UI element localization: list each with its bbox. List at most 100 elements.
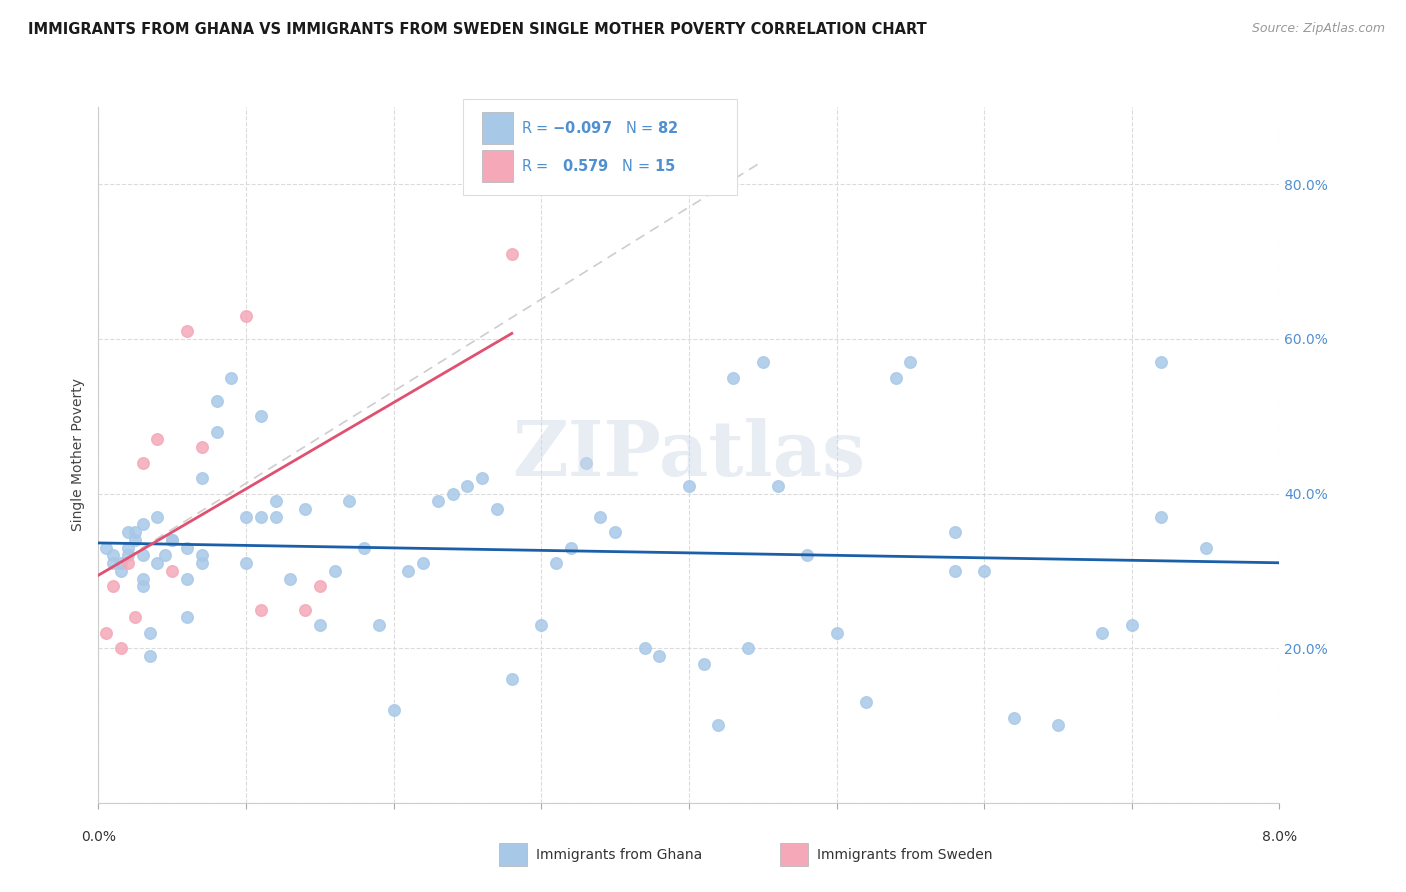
Point [132,456,155,470]
Point [294,502,316,516]
Point [132,549,155,563]
Point [205,393,228,408]
Point [264,509,287,524]
Point [943,525,966,540]
Text: 8.0%: 8.0% [1263,830,1296,844]
Text: R =   $\mathbf{0.579}$   N = $\mathbf{15}$: R = $\mathbf{0.579}$ N = $\mathbf{15}$ [522,158,675,174]
Text: Source: ZipAtlas.com: Source: ZipAtlas.com [1251,22,1385,36]
Point [1150,355,1173,369]
Point [124,533,146,547]
Point [1150,509,1173,524]
Point [117,525,139,540]
Point [766,479,789,493]
Point [250,409,273,424]
Point [103,579,125,593]
Point [191,440,214,454]
Point [337,494,360,508]
Point [693,657,716,671]
Point [162,533,183,547]
Point [560,541,582,555]
Point [485,502,508,516]
Point [426,494,449,508]
Point [855,695,877,709]
Point [162,564,183,578]
Point [456,479,478,493]
Point [162,533,183,547]
Point [176,324,198,338]
Point [367,618,389,632]
Point [501,247,523,261]
Text: Immigrants from Ghana: Immigrants from Ghana [536,847,702,862]
Point [678,479,700,493]
Point [943,564,966,578]
Point [353,541,375,555]
Point [219,370,242,384]
Point [1121,618,1143,632]
Point [530,618,553,632]
Point [900,355,922,369]
Y-axis label: Single Mother Poverty: Single Mother Poverty [72,378,86,532]
Point [235,509,257,524]
Point [191,556,214,570]
Point [323,564,346,578]
Point [205,425,228,439]
Point [103,556,125,570]
Point [308,618,332,632]
Point [146,556,169,570]
Point [973,564,995,578]
Point [139,648,162,663]
Point [250,602,273,616]
Point [1091,625,1114,640]
Point [191,549,214,563]
Point [574,456,596,470]
Point [124,610,146,624]
Text: 0.0%: 0.0% [82,830,115,844]
Point [796,549,818,563]
Point [751,355,773,369]
Point [546,556,568,570]
Point [235,309,257,323]
Point [117,556,139,570]
Point [94,625,117,640]
Point [103,549,125,563]
Point [176,541,198,555]
Point [589,509,612,524]
Point [94,541,117,555]
Point [278,572,302,586]
Point [110,564,132,578]
Point [132,517,155,532]
Point [737,641,759,656]
Point [132,579,155,593]
Text: Immigrants from Sweden: Immigrants from Sweden [817,847,993,862]
Point [117,549,139,563]
Point [825,625,848,640]
Point [441,486,464,500]
Point [633,641,655,656]
Point [132,572,155,586]
Point [124,525,146,540]
Point [110,641,132,656]
Point [412,556,434,570]
Point [471,471,494,485]
Point [191,471,214,485]
Point [264,494,287,508]
Text: IMMIGRANTS FROM GHANA VS IMMIGRANTS FROM SWEDEN SINGLE MOTHER POVERTY CORRELATIO: IMMIGRANTS FROM GHANA VS IMMIGRANTS FROM… [28,22,927,37]
Point [294,602,316,616]
Point [146,433,169,447]
Text: R = $\mathbf{-0.097}$   N = $\mathbf{82}$: R = $\mathbf{-0.097}$ N = $\mathbf{82}$ [522,120,679,136]
Point [176,572,198,586]
Point [235,556,257,570]
Point [153,549,176,563]
Point [110,556,132,570]
Point [605,525,627,540]
Point [884,370,907,384]
Point [250,509,273,524]
Point [648,648,671,663]
Point [1046,718,1069,732]
Point [139,625,162,640]
Point [117,541,139,555]
Point [308,579,332,593]
Point [707,718,730,732]
Point [1194,541,1216,555]
Point [382,703,405,717]
